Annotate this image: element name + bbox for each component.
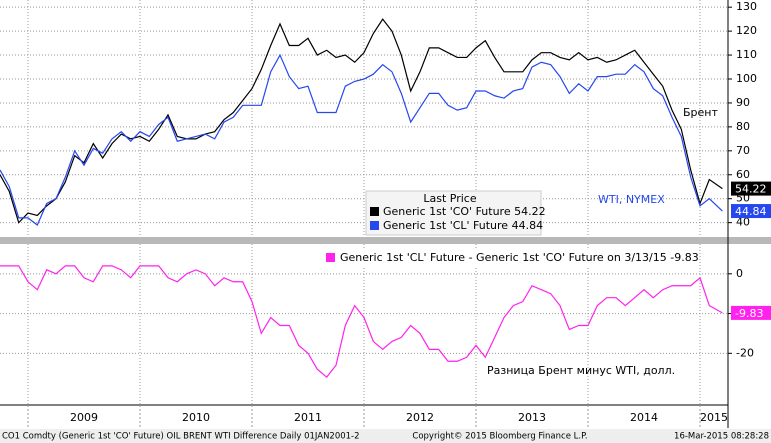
legend-swatch — [326, 253, 335, 262]
x-tick-label: 2013 — [518, 411, 546, 424]
series-line — [0, 53, 723, 226]
y-tick-label: 70 — [736, 144, 750, 157]
series-line — [0, 18, 723, 224]
value-tag — [731, 181, 771, 196]
y-tick-label: -20 — [736, 346, 754, 359]
legend-name: Generic 1st 'CL' Future - Generic 1st 'C… — [340, 251, 667, 264]
annotation: Разница Брент минус WTI, долл. — [487, 364, 675, 377]
footer-center: Copyright© 2015 Bloomberg Finance L.P. — [412, 432, 587, 442]
annotation: Брент — [683, 106, 718, 119]
y-tick-label: 130 — [736, 0, 757, 13]
y-tick-label: 110 — [736, 48, 757, 61]
legend-entry: Generic 1st 'CL' Future 44.84 — [383, 219, 543, 232]
legend-box — [365, 190, 542, 236]
footer-left: CO1 Comdty (Generic 1st 'CO' Future) OIL… — [2, 432, 360, 442]
footer-right: 16-Mar-2015 08:28:28 — [674, 432, 769, 442]
legend-value: 44.84 — [512, 219, 544, 232]
x-tick-label: 2012 — [406, 411, 434, 424]
series-line — [0, 265, 723, 379]
legend-name: Generic 1st 'CO' Future — [383, 205, 511, 218]
y-tick-label: 100 — [736, 72, 757, 85]
value-tag-label: 44.84 — [735, 205, 767, 218]
x-tick-label: 2010 — [182, 411, 210, 424]
footer-bar — [0, 429, 771, 443]
panel-separator — [0, 237, 771, 244]
plot-area — [0, 265, 723, 379]
legend-value: 54.22 — [514, 205, 546, 218]
x-tick-label: 2009 — [70, 411, 98, 424]
x-tick-label: 2015 — [700, 411, 728, 424]
legend-entry: Generic 1st 'CL' Future - Generic 1st 'C… — [340, 251, 699, 264]
y-tick-label: 80 — [736, 120, 750, 133]
y-tick-label: 40 — [736, 216, 750, 229]
legend-swatch — [370, 207, 379, 216]
legend-entry: Generic 1st 'CO' Future 54.22 — [383, 205, 546, 218]
legend-value: -9.83 — [670, 251, 698, 264]
y-tick-label: 60 — [736, 168, 750, 181]
value-tag-label: 54.22 — [735, 183, 767, 196]
value-tag-label: -9.83 — [735, 307, 763, 320]
legend-box — [322, 249, 688, 267]
annotation: WTI, NYMEX — [598, 193, 665, 206]
legend-swatch — [370, 221, 379, 230]
value-tag — [731, 305, 771, 320]
legend-title: Last Price — [423, 192, 476, 205]
y-tick-label: 0 — [736, 267, 743, 280]
x-tick-label: 2011 — [294, 411, 322, 424]
y-tick-label: 120 — [736, 24, 757, 37]
y-tick-label: 90 — [736, 96, 750, 109]
value-tag — [731, 204, 771, 219]
plot-area — [0, 18, 723, 226]
x-tick-label: 2014 — [630, 411, 658, 424]
legend-name: Generic 1st 'CL' Future — [383, 219, 508, 232]
